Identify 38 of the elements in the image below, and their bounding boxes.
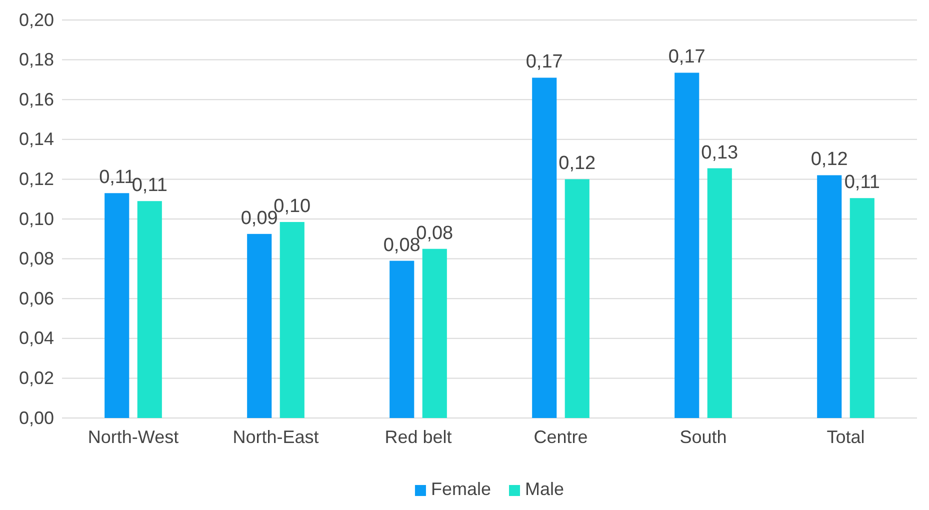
legend-label: Male bbox=[525, 479, 564, 499]
y-tick-label: 0,04 bbox=[18, 328, 54, 348]
y-tick-label: 0,08 bbox=[18, 248, 54, 269]
y-tick-label: 0,18 bbox=[18, 50, 54, 70]
bar bbox=[137, 201, 162, 418]
legend-label: Female bbox=[430, 479, 492, 499]
bar bbox=[817, 175, 842, 418]
data-label: 0,12 bbox=[558, 153, 596, 174]
y-tick-label: 0,02 bbox=[18, 368, 54, 388]
bar bbox=[280, 222, 304, 418]
bar bbox=[247, 234, 272, 418]
bar bbox=[532, 78, 557, 418]
y-tick-label: 0,12 bbox=[18, 168, 54, 189]
y-tick-label: 0,06 bbox=[18, 288, 54, 308]
bar bbox=[707, 168, 732, 418]
data-label: 0,11 bbox=[844, 172, 880, 194]
x-tick-label: Centre bbox=[534, 426, 588, 447]
data-label: 0,11 bbox=[132, 175, 168, 196]
y-tick-label: 0,00 bbox=[18, 408, 54, 428]
data-label: 0,17 bbox=[526, 52, 563, 73]
bar bbox=[104, 193, 130, 418]
data-label: 0,13 bbox=[701, 142, 738, 164]
bar bbox=[850, 198, 874, 418]
bar bbox=[422, 248, 447, 418]
x-tick-label: North-West bbox=[88, 426, 179, 447]
bar bbox=[674, 72, 700, 418]
x-tick-label: Total bbox=[826, 426, 865, 447]
bar bbox=[390, 260, 414, 418]
y-tick-label: 0,10 bbox=[18, 208, 54, 229]
x-tick-label: South bbox=[680, 426, 727, 447]
data-label: 0,17 bbox=[668, 46, 706, 68]
x-tick-label: North-East bbox=[232, 426, 319, 447]
data-label: 0,12 bbox=[810, 149, 848, 170]
bar bbox=[564, 179, 590, 418]
y-tick-label: 0,20 bbox=[18, 10, 54, 30]
x-tick-label: Red belt bbox=[384, 426, 452, 447]
y-tick-label: 0,16 bbox=[18, 89, 54, 110]
y-tick-label: 0,14 bbox=[18, 129, 54, 150]
